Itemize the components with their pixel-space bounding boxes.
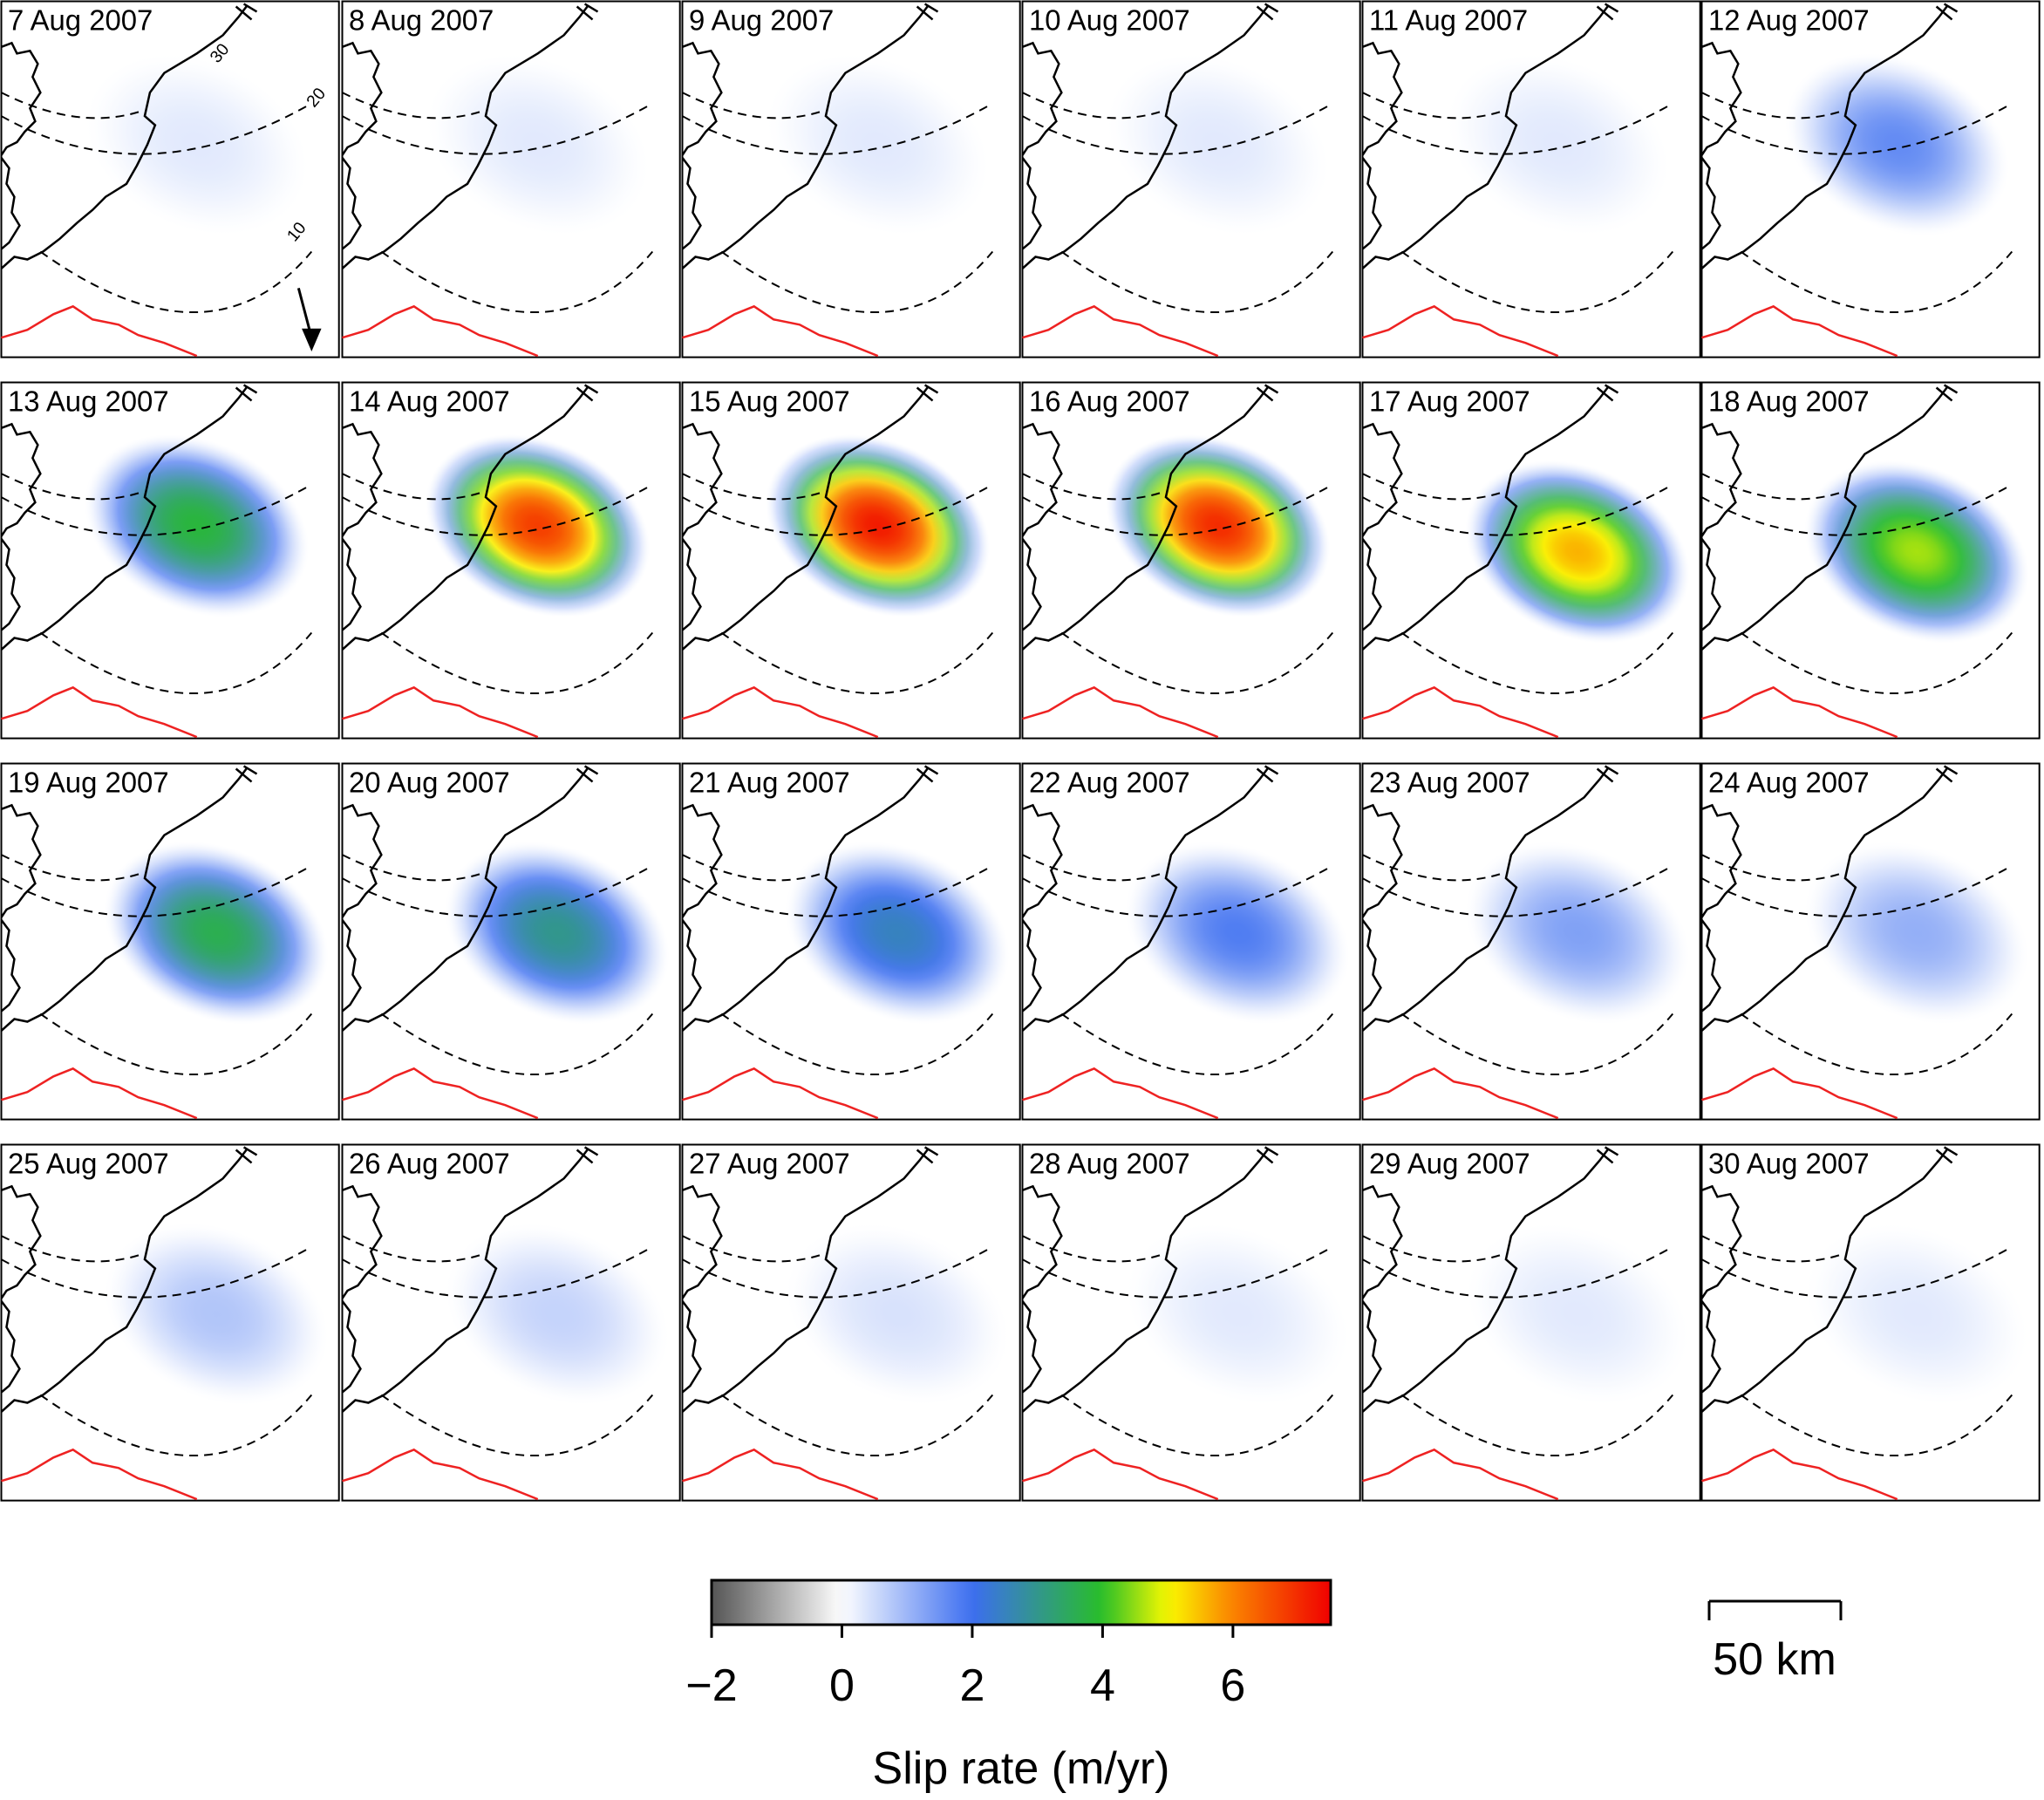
panel-date: 14 Aug 2007 bbox=[349, 385, 510, 417]
map-panel: 29 Aug 2007 bbox=[1363, 1145, 1720, 1501]
colorbar bbox=[712, 1580, 1331, 1625]
map-panel: 14 Aug 2007 bbox=[343, 383, 680, 739]
map-panel: 10 Aug 2007 bbox=[1023, 2, 1360, 358]
panel-date: 10 Aug 2007 bbox=[1029, 3, 1190, 36]
panel-date: 11 Aug 2007 bbox=[1369, 3, 1528, 36]
panel-date: 8 Aug 2007 bbox=[349, 3, 494, 36]
panel-date: 12 Aug 2007 bbox=[1708, 3, 1870, 36]
map-panel: 23 Aug 2007 bbox=[1363, 764, 1720, 1120]
map-panel: 24 Aug 2007 bbox=[1702, 764, 2044, 1120]
panel-date: 26 Aug 2007 bbox=[349, 1147, 510, 1179]
map-panel: 21 Aug 2007 bbox=[683, 764, 1040, 1120]
panel-date: 9 Aug 2007 bbox=[689, 3, 834, 36]
panel-date: 13 Aug 2007 bbox=[8, 385, 169, 417]
colorbar-label: Slip rate (m/yr) bbox=[873, 1743, 1170, 1794]
panel-date: 20 Aug 2007 bbox=[349, 766, 510, 798]
map-panel: 27 Aug 2007 bbox=[683, 1145, 1040, 1501]
scale-bar-label: 50 km bbox=[1713, 1634, 1836, 1685]
map-panel: 30 Aug 2007 bbox=[1702, 1145, 2044, 1501]
panel-date: 21 Aug 2007 bbox=[689, 766, 850, 798]
panel-date: 23 Aug 2007 bbox=[1369, 766, 1530, 798]
panel-date: 15 Aug 2007 bbox=[689, 385, 850, 417]
panel-date: 7 Aug 2007 bbox=[8, 3, 153, 36]
panel-date: 19 Aug 2007 bbox=[8, 766, 169, 798]
colorbar-tick-label: 2 bbox=[959, 1660, 985, 1711]
map-panel: 25 Aug 2007 bbox=[2, 1145, 359, 1501]
colorbar-tick-label: 0 bbox=[829, 1660, 855, 1711]
map-panel: 18 Aug 2007 bbox=[1702, 383, 2044, 739]
panel-date: 16 Aug 2007 bbox=[1029, 385, 1190, 417]
map-panel: 15 Aug 2007 bbox=[683, 383, 1020, 739]
map-panel: 13 Aug 2007 bbox=[2, 383, 339, 739]
map-panel: 22 Aug 2007 bbox=[1023, 764, 1380, 1120]
colorbar-tick-label: 4 bbox=[1090, 1660, 1115, 1711]
map-panel: 17 Aug 2007 bbox=[1363, 383, 1720, 739]
panel-date: 24 Aug 2007 bbox=[1708, 766, 1870, 798]
panel-date: 27 Aug 2007 bbox=[689, 1147, 850, 1179]
panel-date: 25 Aug 2007 bbox=[8, 1147, 169, 1179]
colorbar-tick-label: 6 bbox=[1220, 1660, 1245, 1711]
map-panel: 28 Aug 2007 bbox=[1023, 1145, 1380, 1501]
map-panel: 20 Aug 2007 bbox=[343, 764, 700, 1120]
panel-date: 28 Aug 2007 bbox=[1029, 1147, 1190, 1179]
panel-date: 17 Aug 2007 bbox=[1369, 385, 1530, 417]
panel-date: 29 Aug 2007 bbox=[1369, 1147, 1530, 1179]
colorbar-tick-label: −2 bbox=[685, 1660, 737, 1711]
map-panel: 12 Aug 2007 bbox=[1702, 2, 2040, 358]
map-panel: 26 Aug 2007 bbox=[343, 1145, 700, 1501]
map-panel: 9 Aug 2007 bbox=[683, 2, 1020, 358]
map-panel: 11 Aug 2007 bbox=[1363, 2, 1700, 358]
panel-date: 18 Aug 2007 bbox=[1708, 385, 1870, 417]
map-panel: 19 Aug 2007 bbox=[2, 764, 359, 1120]
map-panel: 16 Aug 2007 bbox=[1023, 383, 1360, 739]
panel-date: 22 Aug 2007 bbox=[1029, 766, 1190, 798]
map-panel: 8 Aug 2007 bbox=[343, 2, 680, 358]
panel-date: 30 Aug 2007 bbox=[1708, 1147, 1870, 1179]
